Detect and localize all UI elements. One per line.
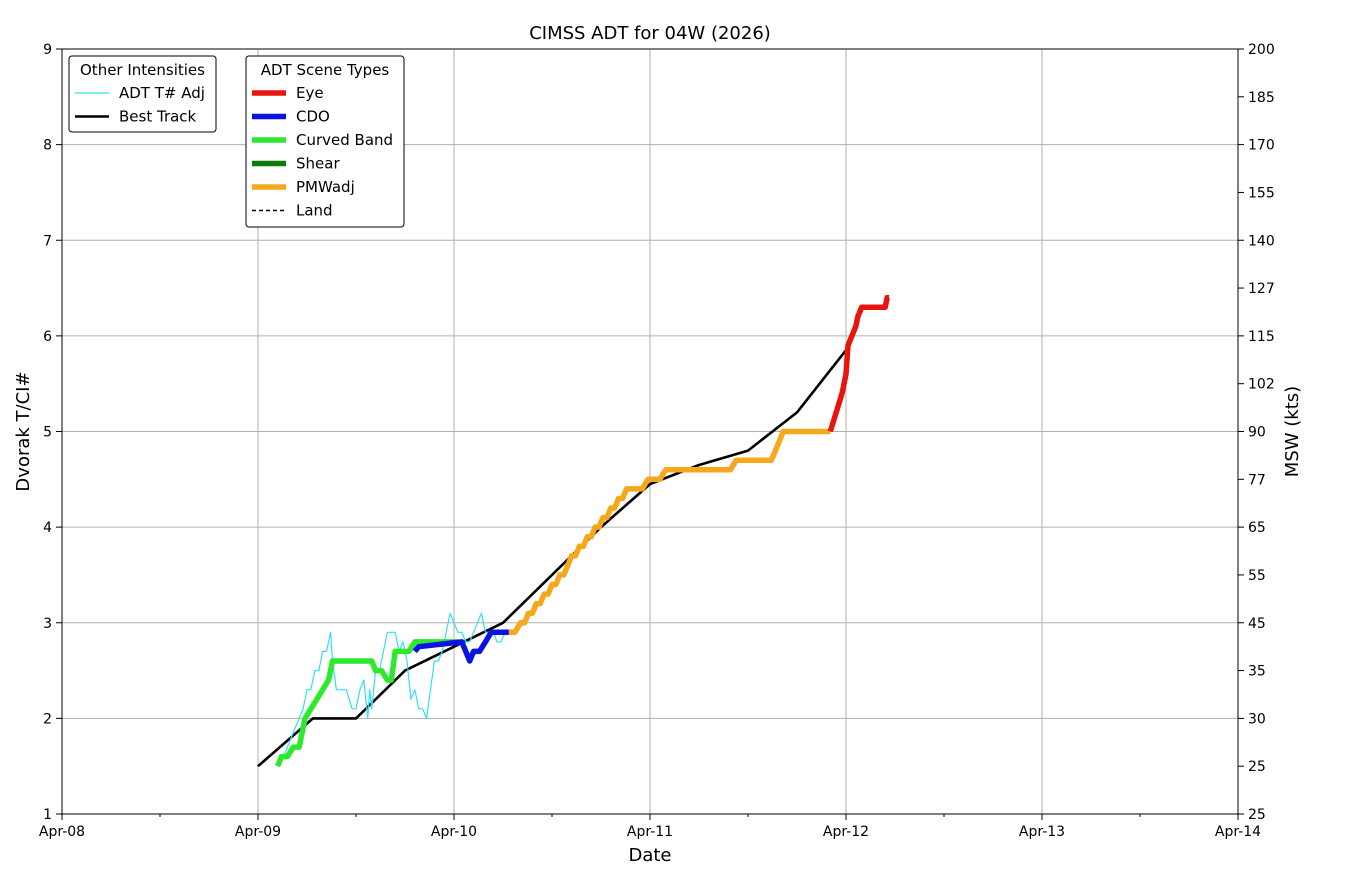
x-tick-label: Apr-10 xyxy=(431,824,477,840)
y-axis-title: Dvorak T/CI# xyxy=(13,371,34,491)
series-best-track xyxy=(257,349,848,768)
y-axis-left: 1 2 3 4 5 6 7 8 9 xyxy=(43,42,62,823)
y-right-tick-label: 35 xyxy=(1248,664,1266,680)
y-tick-label: 4 xyxy=(43,520,52,536)
y-right-tick-label: 127 xyxy=(1248,281,1275,297)
x-tick-label: Apr-09 xyxy=(235,824,281,840)
y-right-tick-label: 200 xyxy=(1248,42,1275,58)
legend-title: Other Intensities xyxy=(80,61,205,79)
legend-other-intensities: Other Intensities ADT T# Adj Best Track xyxy=(68,55,217,133)
y-right-tick-label: 45 xyxy=(1248,616,1266,632)
x-tick-label: Apr-14 xyxy=(1215,824,1261,840)
y-axis-right-title: MSW (kts) xyxy=(1282,386,1303,477)
x-tick-label: Apr-11 xyxy=(627,824,673,840)
y-right-tick-label: 90 xyxy=(1248,425,1266,441)
series-curved-band xyxy=(275,639,458,768)
y-right-tick-label: 77 xyxy=(1248,472,1266,488)
y-axis-right: 25 25 30 35 45 55 65 77 90 102 115 127 140 155 170 185 2… xyxy=(1238,42,1275,823)
y-right-tick-label: 25 xyxy=(1248,759,1266,775)
y-right-tick-label: 115 xyxy=(1248,329,1275,345)
legend-label: Curved Band xyxy=(296,131,393,149)
x-axis-title: Date xyxy=(628,845,671,866)
y-right-tick-label: 30 xyxy=(1248,711,1266,727)
y-tick-label: 9 xyxy=(43,42,52,58)
y-right-tick-label: 25 xyxy=(1248,807,1266,823)
x-tick-label: Apr-13 xyxy=(1019,824,1065,840)
series-cdo xyxy=(412,629,509,664)
y-tick-label: 1 xyxy=(43,807,52,823)
legend-label: Best Track xyxy=(119,108,197,126)
x-axis: Apr-08 Apr-09 Apr-10 Apr-11 Apr-12 Apr-13 Apr-… xyxy=(39,814,1261,840)
series-pmwadj xyxy=(508,428,831,636)
chart-title: CIMSS ADT for 04W (2026) xyxy=(529,23,771,44)
grid xyxy=(61,48,1239,815)
y-right-tick-label: 155 xyxy=(1248,185,1275,201)
legend-title: ADT Scene Types xyxy=(261,61,390,79)
series-adt-t-adj xyxy=(277,612,517,767)
y-right-tick-label: 65 xyxy=(1248,520,1266,536)
y-right-tick-label: 185 xyxy=(1248,90,1275,106)
y-tick-label: 7 xyxy=(43,233,52,249)
y-right-tick-label: 55 xyxy=(1248,568,1266,584)
legend-label: Land xyxy=(296,202,333,220)
y-tick-label: 6 xyxy=(43,329,52,345)
y-right-tick-label: 140 xyxy=(1248,233,1275,249)
x-tick-label: Apr-12 xyxy=(823,824,869,840)
y-tick-label: 2 xyxy=(43,711,52,727)
y-tick-label: 8 xyxy=(43,138,52,154)
legend-label: PMWadj xyxy=(296,178,355,196)
y-right-tick-label: 170 xyxy=(1248,138,1275,154)
y-tick-label: 3 xyxy=(43,616,52,632)
legend-label: Shear xyxy=(296,155,340,173)
x-tick-label: Apr-08 xyxy=(39,824,85,840)
legend-scene-types: ADT Scene Types Eye CDO Curved Band Shear PMW… xyxy=(245,55,405,228)
y-tick-label: 5 xyxy=(43,425,52,441)
legend-box xyxy=(68,55,217,133)
legend-label: ADT T# Adj xyxy=(119,84,205,102)
series-eye xyxy=(827,294,890,433)
legends: Other Intensities ADT T# Adj Best Track ADT… xyxy=(68,55,405,228)
legend-label: CDO xyxy=(296,108,330,126)
plot-series xyxy=(257,294,890,768)
y-right-tick-label: 102 xyxy=(1248,377,1275,393)
legend-label: Eye xyxy=(296,84,324,102)
